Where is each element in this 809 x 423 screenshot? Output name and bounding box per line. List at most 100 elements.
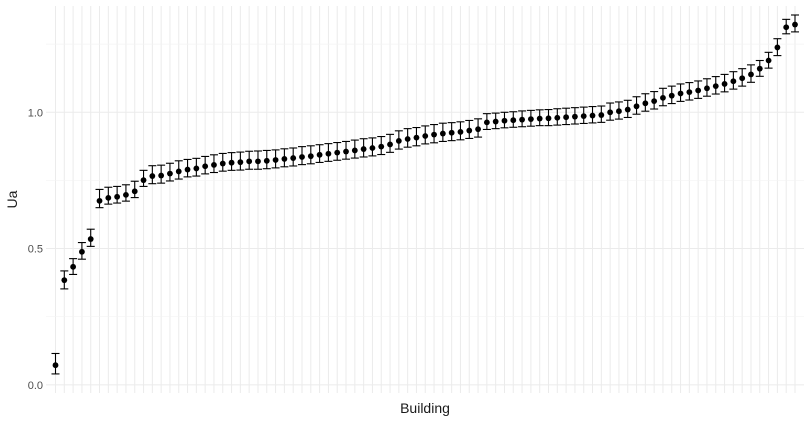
data-point-group bbox=[588, 106, 597, 124]
data-point bbox=[704, 85, 710, 92]
data-point bbox=[228, 159, 235, 166]
data-point-group bbox=[280, 148, 289, 168]
data-point-group bbox=[148, 165, 157, 185]
data-point bbox=[756, 65, 763, 72]
data-point-group bbox=[192, 157, 201, 177]
data-point-group bbox=[491, 112, 500, 130]
data-point bbox=[158, 172, 165, 179]
data-point bbox=[307, 153, 314, 160]
data-point-group bbox=[157, 164, 166, 184]
data-point-group bbox=[500, 111, 509, 129]
data-point-group bbox=[755, 59, 764, 77]
data-point-group bbox=[597, 105, 606, 123]
data-point bbox=[202, 163, 209, 170]
data-point bbox=[431, 131, 437, 138]
data-point-group bbox=[377, 135, 386, 156]
y-tick-label: 0.0 bbox=[28, 380, 43, 392]
data-point-group bbox=[553, 108, 562, 126]
data-point-group bbox=[227, 152, 236, 171]
data-point-group bbox=[69, 258, 78, 275]
data-point bbox=[536, 115, 543, 122]
data-point bbox=[748, 71, 754, 78]
data-point-group bbox=[60, 270, 69, 290]
data-point bbox=[475, 126, 481, 133]
data-point-group bbox=[95, 188, 104, 209]
data-point-group bbox=[394, 130, 403, 150]
data-point bbox=[114, 193, 121, 200]
data-point bbox=[616, 108, 622, 115]
data-point bbox=[395, 138, 402, 144]
data-point bbox=[730, 78, 737, 85]
data-point bbox=[87, 236, 94, 242]
data-point-group bbox=[430, 124, 439, 144]
data-point-group bbox=[676, 83, 685, 102]
data-point-group bbox=[130, 180, 139, 199]
data-point-group bbox=[333, 141, 342, 161]
data-point bbox=[404, 136, 411, 142]
x-axis-title: Building bbox=[400, 400, 450, 416]
data-point-group bbox=[694, 80, 703, 99]
data-point bbox=[792, 21, 798, 28]
data-point-group bbox=[535, 109, 544, 127]
data-point bbox=[219, 160, 226, 167]
data-point bbox=[545, 115, 552, 122]
data-point bbox=[96, 197, 103, 204]
data-point bbox=[633, 103, 640, 110]
data-point bbox=[149, 173, 156, 179]
data-point-group bbox=[51, 352, 60, 375]
data-point bbox=[580, 113, 587, 120]
data-point bbox=[668, 92, 675, 99]
data-point-group bbox=[720, 73, 729, 93]
data-point-group bbox=[201, 155, 210, 175]
data-point bbox=[316, 151, 323, 158]
data-point-group bbox=[729, 71, 738, 90]
data-point-group bbox=[350, 139, 359, 159]
data-point-group bbox=[236, 151, 245, 171]
data-point-group bbox=[667, 85, 676, 105]
data-point-group bbox=[641, 93, 650, 112]
data-point bbox=[175, 168, 182, 175]
data-point-group bbox=[650, 91, 659, 110]
data-point-group bbox=[86, 228, 95, 247]
y-axis-ticks: 0.0 0.5 1.0 bbox=[28, 107, 43, 392]
data-point-group bbox=[685, 82, 694, 101]
data-point bbox=[624, 106, 631, 113]
data-point bbox=[79, 248, 85, 255]
data-point-group bbox=[324, 143, 333, 162]
data-point bbox=[360, 146, 367, 152]
data-point-group bbox=[791, 14, 799, 33]
data-point bbox=[131, 188, 138, 195]
data-point bbox=[351, 147, 358, 154]
data-point bbox=[501, 117, 508, 124]
data-point bbox=[193, 165, 200, 172]
data-point bbox=[712, 83, 719, 90]
data-point-group bbox=[174, 160, 183, 180]
data-point bbox=[448, 129, 455, 136]
data-marks bbox=[51, 14, 799, 375]
data-point bbox=[686, 89, 693, 96]
data-point bbox=[325, 150, 332, 157]
data-point bbox=[774, 44, 781, 51]
data-point-group bbox=[456, 121, 465, 141]
data-point bbox=[369, 145, 376, 151]
data-point-group bbox=[368, 137, 377, 157]
data-point-group bbox=[773, 38, 782, 57]
data-point-group bbox=[518, 110, 527, 128]
data-point-group bbox=[306, 145, 315, 165]
data-point-group bbox=[509, 111, 518, 128]
data-point-group bbox=[113, 185, 122, 204]
data-point-group bbox=[632, 96, 641, 115]
data-point bbox=[519, 116, 525, 123]
data-point bbox=[572, 113, 578, 120]
data-point bbox=[123, 191, 129, 198]
data-point-group bbox=[121, 184, 130, 202]
data-point-group bbox=[262, 149, 271, 170]
data-point-group bbox=[403, 128, 412, 148]
data-point bbox=[61, 277, 68, 284]
data-point-group bbox=[104, 186, 113, 205]
data-point-group bbox=[412, 127, 421, 147]
data-point bbox=[167, 170, 173, 177]
data-point bbox=[272, 157, 279, 163]
data-point-group bbox=[218, 152, 227, 172]
data-point bbox=[721, 81, 728, 87]
